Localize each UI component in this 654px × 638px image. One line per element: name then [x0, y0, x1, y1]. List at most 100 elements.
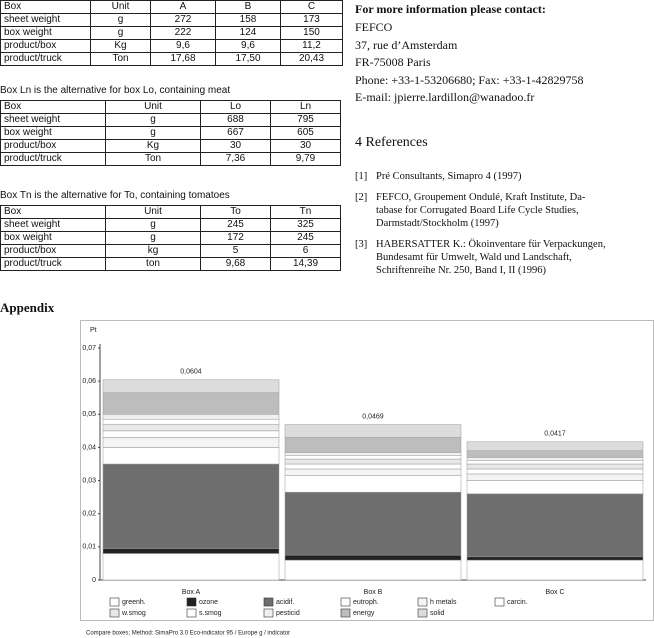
table-row: product/truck Ton 7,36 9,79 [0, 152, 341, 166]
table-cell: product/box [0, 139, 106, 153]
table-cell: 795 [270, 113, 341, 127]
reference-number: [3] [355, 239, 368, 250]
table-cell: 11,2 [280, 39, 343, 53]
legend-swatch [340, 597, 351, 607]
y-tick-label: 0,05 [82, 411, 96, 418]
bar-segment [284, 458, 462, 465]
table-row: Box Unit To Tn [0, 205, 341, 219]
table: Box Unit To Tn sheet weight g 245 325 box weight… [0, 205, 341, 271]
legend-swatch [417, 597, 428, 607]
legend-label: greenh. [122, 599, 146, 606]
legend-label: acidif. [276, 599, 294, 606]
table-cell: 17,68 [150, 52, 216, 66]
table-cell: sheet weight [0, 13, 91, 27]
table-cell: C [280, 0, 343, 14]
table-cell: 14,39 [270, 257, 341, 271]
table-cell: 17,50 [215, 52, 281, 66]
table-cell: 30 [200, 139, 271, 153]
table-cell: 9,68 [200, 257, 271, 271]
table-cell: box weight [0, 231, 106, 245]
legend-label: w.smog [121, 610, 146, 617]
table-cell: Tn [270, 205, 341, 219]
table-caption: Box Ln is the alternative for box Lo, co… [0, 85, 231, 96]
contact-heading: For more information please contact: [355, 2, 546, 16]
bar-segment [466, 493, 644, 558]
table-cell: product/box [0, 244, 106, 258]
bar-segment [284, 424, 462, 438]
legend-label: h metals [430, 599, 457, 606]
bar-segment [284, 468, 462, 476]
table-cell: Ton [105, 152, 201, 166]
reference-line: Pré Consultants, Simapro 4 (1997) [376, 171, 522, 182]
reference-line: FEFCO, Groupement Ondulé, Kraft Institut… [376, 192, 586, 203]
table-row: Box Unit Lo Ln [0, 100, 341, 114]
y-tick-label: 0,07 [82, 345, 96, 352]
legend-swatch [263, 608, 274, 618]
table-cell: g [90, 26, 151, 40]
table-cell: Unit [105, 205, 201, 219]
table-cell: Unit [90, 0, 151, 14]
legend-swatch [263, 597, 274, 607]
bar-segment [102, 423, 280, 432]
contact-line: FR-75008 Paris [355, 55, 431, 69]
legend-label: pesticid [276, 610, 300, 617]
table-row: box weight g 172 245 [0, 231, 341, 245]
y-tick-label: 0,06 [82, 378, 96, 385]
table-cell: sheet weight [0, 113, 106, 127]
table-cell: Unit [105, 100, 201, 114]
table-cell: box weight [0, 126, 106, 140]
table-row: sheet weight g 272 158 173 [0, 13, 343, 27]
table-cell: 245 [270, 231, 341, 245]
table-cell: product/truck [0, 52, 91, 66]
table-cell: 158 [215, 13, 281, 27]
x-tick-label: Box B [364, 589, 383, 596]
bar-segment [284, 559, 462, 581]
legend-label: ozone [199, 599, 218, 606]
bar-segment [102, 548, 280, 554]
table-cell: B [215, 0, 281, 14]
table-row: product/truck ton 9,68 14,39 [0, 257, 341, 271]
contact-line: Phone: +33-1-53206680; Fax: +33-1-428297… [355, 72, 584, 87]
y-tick-label: 0,03 [82, 477, 96, 484]
appendix-heading: Appendix [0, 300, 55, 315]
table-cell: g [105, 126, 201, 140]
chart: Pt Compare boxes; Method: SimaPro 3.0 Ec… [80, 320, 654, 637]
reference-number: [2] [355, 192, 368, 203]
table-cell: 20,43 [280, 52, 343, 66]
table-cell: 30 [270, 139, 341, 153]
x-tick-label: Box A [182, 589, 201, 596]
reference-line: HABERSATTER K.: Ökoinventare für Verpack… [376, 239, 606, 250]
table-cell: 667 [200, 126, 271, 140]
table-cell: 9,79 [270, 152, 341, 166]
y-tick-label: 0 [92, 577, 96, 584]
reference-line: Schriftenreihe Nr. 250, Band I, II (1996… [376, 265, 546, 276]
table-cell: 9,6 [215, 39, 281, 53]
legend-swatch [494, 597, 505, 607]
table-row: product/box Kg 30 30 [0, 139, 341, 153]
legend-label: carcin. [507, 599, 528, 606]
legend-swatch [109, 597, 120, 607]
table-cell: product/truck [0, 152, 106, 166]
table-cell: Ln [270, 100, 341, 114]
table-row: product/box Kg 9,6 9,6 11,2 [0, 39, 343, 53]
bar-segment [102, 430, 280, 438]
bar-segment [102, 437, 280, 448]
reference-number: [1] [355, 171, 368, 182]
y-tick-label: 0,01 [82, 544, 96, 551]
table-cell: g [105, 231, 201, 245]
y-tick-label: 0,04 [82, 444, 96, 451]
table-cell: 150 [280, 26, 343, 40]
table-row: box weight g 667 605 [0, 126, 341, 140]
bar-segment [284, 475, 462, 493]
legend-label: eutroph. [353, 599, 379, 606]
legend-label: solid [430, 610, 445, 617]
legend-swatch [340, 608, 351, 618]
table-cell: sheet weight [0, 218, 106, 232]
references-heading: 4 References [355, 135, 428, 150]
bar-segment [466, 559, 644, 581]
bar-segment [102, 379, 280, 393]
table-cell: A [150, 0, 216, 14]
bar-segment [466, 463, 644, 470]
table-cell: 605 [270, 126, 341, 140]
legend-label: energy [353, 610, 375, 617]
